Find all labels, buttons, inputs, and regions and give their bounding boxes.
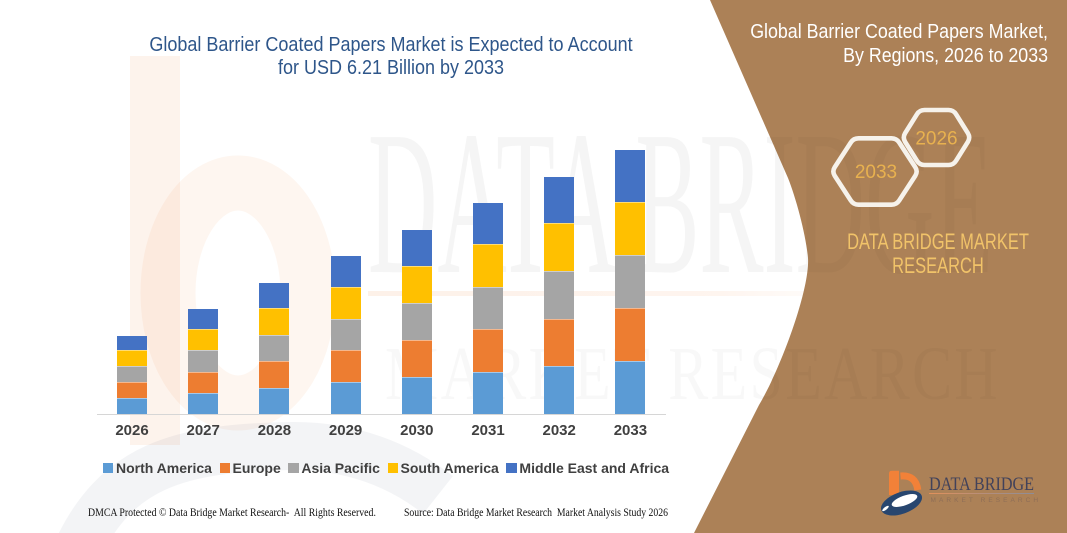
svg-text:2033: 2033 bbox=[855, 162, 897, 183]
svg-text:2026: 2026 bbox=[915, 129, 957, 150]
